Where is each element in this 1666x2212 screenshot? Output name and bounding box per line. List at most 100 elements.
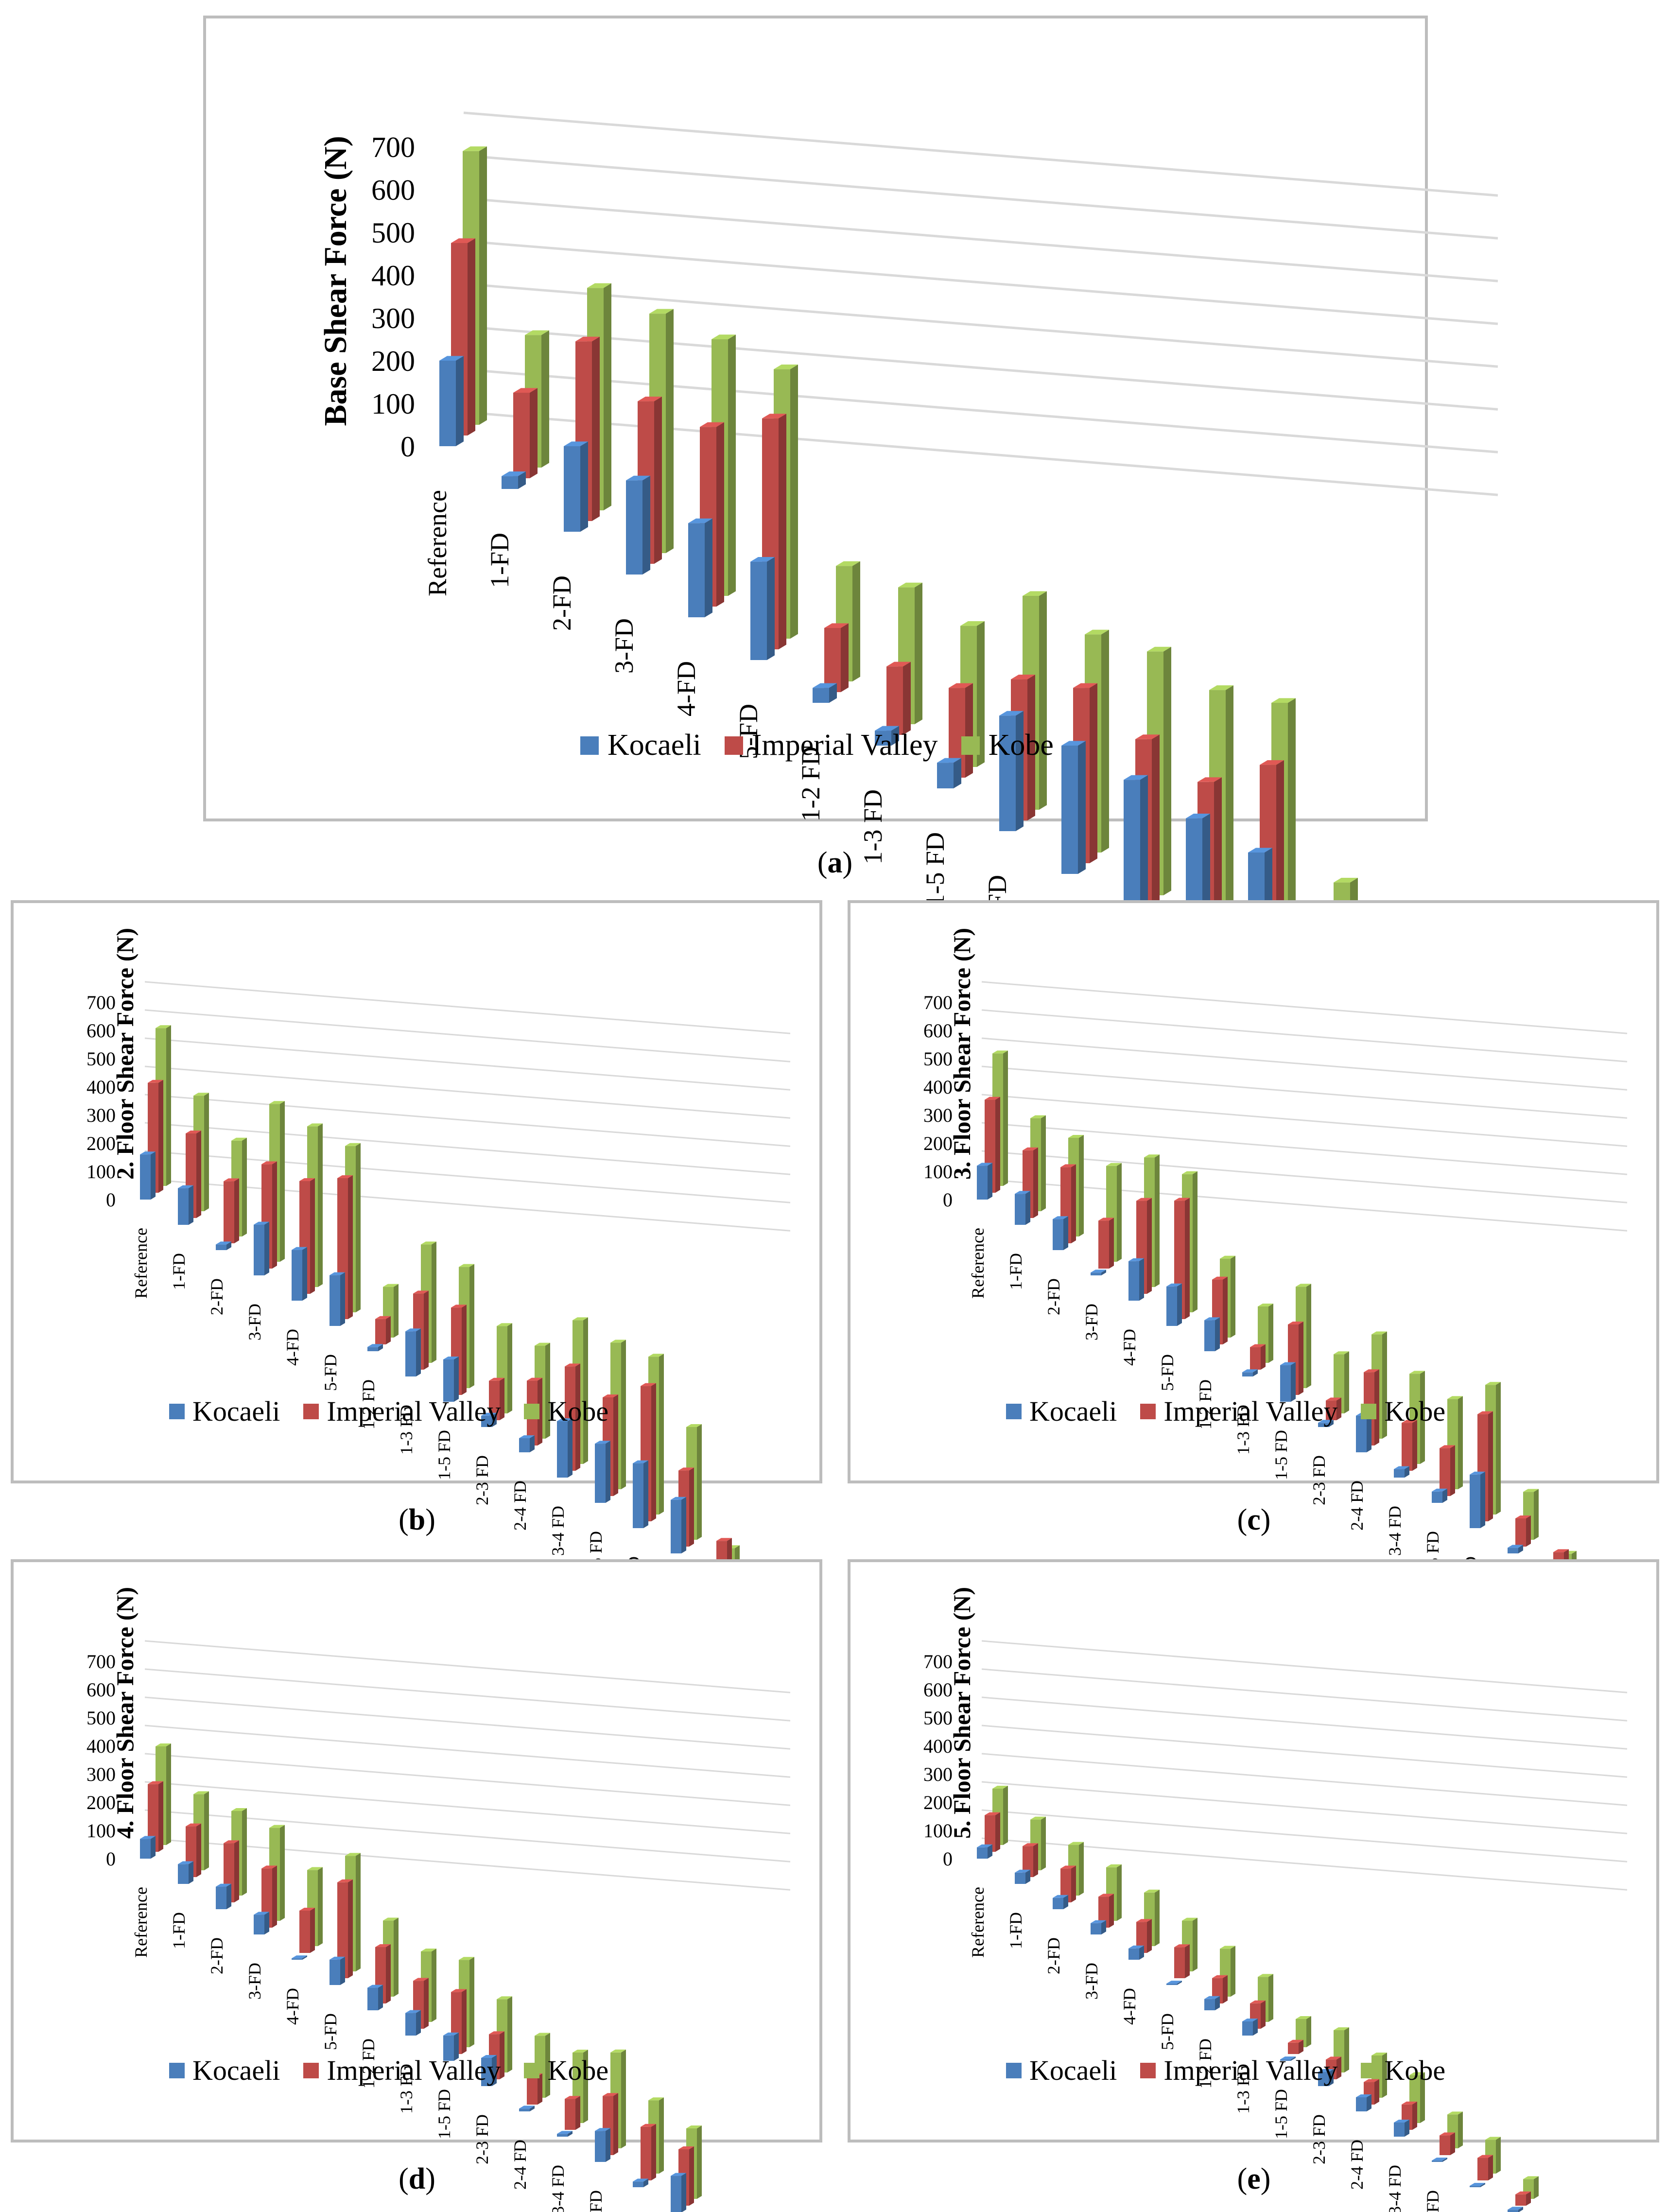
x-tick-label: 2-FD (1044, 1937, 1063, 1974)
legend-a: Kocaeli Imperial Valley Kobe (580, 728, 1077, 763)
legend-item-kobe: Kobe (1361, 1395, 1445, 1428)
caption-a: (a) (817, 846, 853, 879)
legend-item-kocaeli: Kocaeli (1006, 2054, 1117, 2087)
gridline (463, 325, 1498, 411)
bar-kocaeli (1508, 1545, 1523, 1553)
x-tick-label: 3-4 FD (548, 2165, 568, 2212)
x-tick-label: 2-4 FD (510, 2140, 530, 2190)
bar-kobe (1334, 1351, 1349, 1413)
legend-swatch-imperial-valley (303, 1403, 319, 1419)
bar-kocaeli (1128, 1258, 1144, 1301)
legend-e: Kocaeli Imperial Valley Kobe (1006, 2054, 1469, 2087)
x-tick-label: 1-3 FD (397, 2064, 416, 2114)
bar-kocaeli (405, 2010, 421, 2036)
gridline (981, 1837, 1628, 1891)
gridlines (144, 1640, 791, 1891)
x-tick-label: 3-FD (245, 1963, 264, 2000)
bar-kocaeli (557, 1418, 573, 1478)
x-tick-label: 1-5 FD (1271, 1430, 1291, 1480)
y-axis-label: 3. Floor Shear Force (N) (948, 928, 975, 1180)
legend-label-kocaeli: Kocaeli (192, 2055, 280, 2086)
gridline (463, 240, 1498, 325)
bar-kocaeli (595, 1441, 610, 1503)
legend-item-imperial-valley: Imperial Valley (303, 2054, 501, 2087)
y-tick-label: 300 (87, 1104, 116, 1126)
y-tick-label: 600 (371, 174, 415, 206)
y-tick-label: 700 (87, 992, 116, 1013)
bar-kocaeli (671, 1497, 686, 1553)
bar-kocaeli (937, 758, 961, 788)
bar-kocaeli (1470, 2183, 1485, 2187)
bar-kocaeli (977, 1844, 992, 1859)
bar-kocaeli (1470, 1471, 1485, 1528)
bar-kocaeli (1280, 1362, 1296, 1402)
y-tick-label: 200 (923, 1132, 953, 1154)
legend-swatch-imperial-valley (1140, 2062, 1156, 2078)
legend-label-kobe: Kobe (988, 729, 1054, 762)
bar-kocaeli (999, 711, 1024, 831)
legend-label-imperial-valley: Imperial Valley (1163, 1395, 1338, 1427)
legend-item-imperial-valley: Imperial Valley (1140, 1395, 1337, 1428)
bar-imperial-valley (1440, 1445, 1455, 1496)
gridline (981, 1065, 1628, 1119)
caption-b: (b) (399, 1503, 435, 1536)
x-tick-label: 2-FD (1044, 1278, 1063, 1315)
y-tick-label: 300 (371, 302, 415, 334)
x-tick-label: 1-2 FD (1196, 1379, 1215, 1429)
legend-label-imperial-valley: Imperial Valley (1163, 2055, 1338, 2086)
gridline (144, 1781, 791, 1834)
legend-label-kobe: Kobe (547, 2055, 609, 2086)
legend-swatch-imperial-valley (724, 736, 743, 755)
gridline (463, 282, 1498, 368)
x-tick-label: 2-4 FD (510, 1480, 530, 1531)
bar-kocaeli (1356, 1412, 1371, 1452)
legend-swatch-kocaeli (1006, 1403, 1022, 1419)
legend-item-kocaeli: Kocaeli (169, 2054, 280, 2087)
bar-kocaeli (1394, 2120, 1409, 2137)
gridlines (463, 111, 1498, 496)
y-axis-label: 2. Floor Shear Force (N) (111, 928, 139, 1180)
x-tick-label: 3-FD (245, 1304, 264, 1341)
y-tick-label: 600 (923, 1679, 953, 1701)
bar-kocaeli (443, 2032, 459, 2061)
y-tick-label: 500 (371, 217, 415, 249)
gridline (463, 111, 1498, 197)
x-tick-label: 1-FD (1006, 1912, 1025, 1949)
legend-swatch-kocaeli (169, 1403, 185, 1419)
y-tick-label: 500 (87, 1707, 116, 1729)
bar-kocaeli (1508, 2207, 1523, 2212)
bar-imperial-valley (489, 1377, 504, 1420)
gridline (463, 197, 1498, 282)
x-tick-label: 4-FD (672, 661, 701, 716)
x-tick-label: 1-2 FD (359, 1379, 378, 1429)
bar-imperial-valley (299, 1908, 315, 1953)
bar-kocaeli (1091, 1920, 1106, 1934)
x-tick-label: 1-5 FD (434, 2089, 454, 2139)
bar-kocaeli (1242, 2019, 1258, 2036)
gridline (463, 368, 1498, 453)
bar-kocaeli (1204, 1317, 1220, 1351)
x-tick-label: 1-5 FD (434, 1430, 454, 1480)
x-tick-label: 2-FD (207, 1278, 226, 1315)
legend-swatch-imperial-valley (303, 2062, 319, 2078)
gridline (144, 1753, 791, 1806)
x-tick-label: 5-FD (1158, 1354, 1177, 1391)
y-tick-label: 0 (106, 1848, 116, 1870)
y-tick-label: 100 (923, 1161, 953, 1183)
bar-kocaeli (875, 726, 899, 746)
x-tick-label: Reference (968, 1228, 988, 1299)
x-tick-label: 1-FD (169, 1253, 189, 1290)
caption-e: (e) (1237, 2162, 1271, 2195)
x-tick-label: 5-FD (1158, 2013, 1177, 2050)
gridline (144, 1640, 791, 1693)
bar-kocaeli (564, 441, 588, 532)
legend-label-imperial-valley: Imperial Valley (327, 2055, 501, 2086)
legend-swatch-kocaeli (580, 736, 599, 755)
y-tick-label: 100 (371, 388, 415, 420)
y-tick-label: 300 (923, 1763, 953, 1785)
legend-item-kobe: Kobe (961, 728, 1054, 763)
x-tick-label: Reference (131, 1228, 151, 1299)
bar-imperial-valley (148, 1781, 163, 1852)
bar-kocaeli (178, 1185, 193, 1225)
